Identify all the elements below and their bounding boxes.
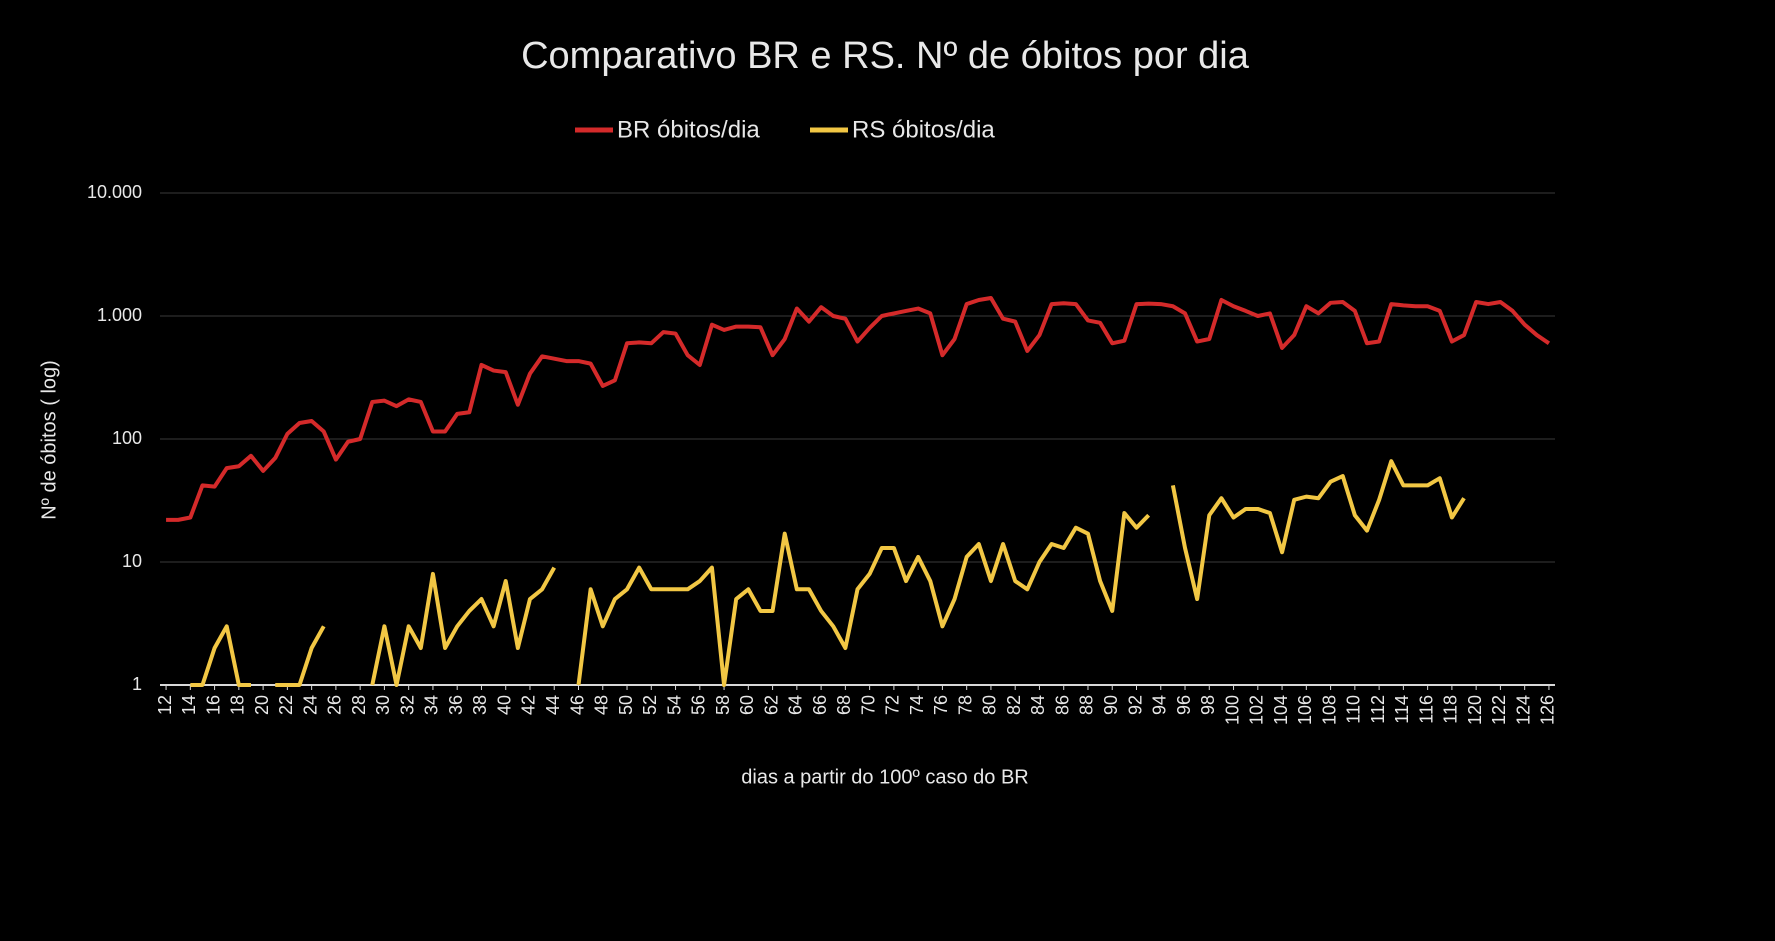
x-tick-label: 90 [1101, 695, 1121, 715]
x-tick-label: 98 [1198, 695, 1218, 715]
x-tick-label: 12 [155, 695, 175, 715]
data-line [166, 296, 1551, 522]
x-tick-label: 102 [1247, 695, 1267, 725]
x-tick-label: 18 [228, 695, 248, 715]
x-tick-label: 44 [543, 695, 563, 715]
chart-title: Comparativo BR e RS. Nº de óbitos por di… [521, 35, 1250, 77]
x-tick-label: 112 [1368, 695, 1388, 724]
data-line [190, 459, 1466, 687]
x-tick-label: 80 [980, 695, 1000, 715]
x-tick-label: 30 [373, 695, 393, 715]
x-tick-label: 34 [422, 695, 442, 715]
x-tick-label: 106 [1295, 695, 1315, 725]
x-tick-label: 124 [1513, 695, 1533, 725]
x-tick-label: 126 [1538, 695, 1558, 725]
x-tick-label: 110 [1344, 695, 1364, 724]
x-tick-label: 68 [834, 695, 854, 715]
x-tick-label: 104 [1271, 695, 1291, 725]
x-tick-label: 82 [1004, 695, 1024, 715]
x-tick-label: 74 [907, 695, 927, 715]
x-tick-label: 64 [786, 695, 806, 715]
x-tick-label: 42 [519, 695, 539, 715]
x-tick-label: 122 [1489, 695, 1509, 725]
x-tick-label: 56 [689, 695, 709, 715]
x-tick-label: 50 [616, 695, 636, 715]
y-tick-label: 1.000 [97, 305, 142, 325]
x-tick-label: 76 [931, 695, 951, 715]
y-axis-title: Nº de óbitos ( log) [38, 360, 60, 520]
y-tick-label: 100 [112, 428, 142, 448]
x-tick-label: 22 [276, 695, 296, 715]
x-tick-label: 120 [1465, 695, 1485, 725]
x-axis-title: dias a partir do 100º caso do BR [741, 766, 1028, 788]
legend-label: RS óbitos/dia [852, 116, 995, 143]
x-tick-label: 32 [397, 695, 417, 715]
x-tick-label: 38 [470, 695, 490, 715]
x-tick-label: 24 [300, 695, 320, 715]
x-tick-label: 26 [325, 695, 345, 715]
x-tick-label: 54 [664, 695, 684, 715]
x-tick-label: 114 [1392, 695, 1412, 724]
x-tick-label: 66 [810, 695, 830, 715]
x-tick-label: 58 [713, 695, 733, 715]
x-tick-label: 88 [1077, 695, 1097, 715]
x-tick-label: 20 [252, 695, 272, 715]
x-tick-label: 28 [349, 695, 369, 715]
x-tick-label: 118 [1441, 695, 1461, 724]
x-tick-label: 84 [1028, 695, 1048, 715]
y-tick-label: 10 [122, 551, 142, 571]
x-tick-label: 36 [446, 695, 466, 715]
x-tick-label: 92 [1125, 695, 1145, 715]
x-tick-label: 52 [640, 695, 660, 715]
x-tick-label: 78 [955, 695, 975, 715]
y-tick-label: 1 [132, 674, 142, 694]
x-tick-label: 60 [737, 695, 757, 715]
x-tick-label: 48 [592, 695, 612, 715]
x-tick-label: 72 [883, 695, 903, 715]
y-tick-label: 10.000 [87, 182, 142, 202]
x-tick-label: 62 [761, 695, 781, 715]
x-tick-label: 100 [1222, 695, 1242, 725]
x-tick-label: 46 [567, 695, 587, 715]
legend-label: BR óbitos/dia [617, 116, 760, 143]
x-tick-label: 86 [1052, 695, 1072, 715]
x-tick-label: 116 [1416, 695, 1436, 724]
x-tick-label: 40 [494, 695, 514, 715]
x-tick-label: 108 [1319, 695, 1339, 725]
x-tick-label: 14 [179, 695, 199, 715]
x-tick-label: 16 [203, 695, 223, 715]
x-tick-label: 96 [1174, 695, 1194, 715]
x-tick-label: 94 [1150, 695, 1170, 715]
x-tick-label: 70 [858, 695, 878, 715]
